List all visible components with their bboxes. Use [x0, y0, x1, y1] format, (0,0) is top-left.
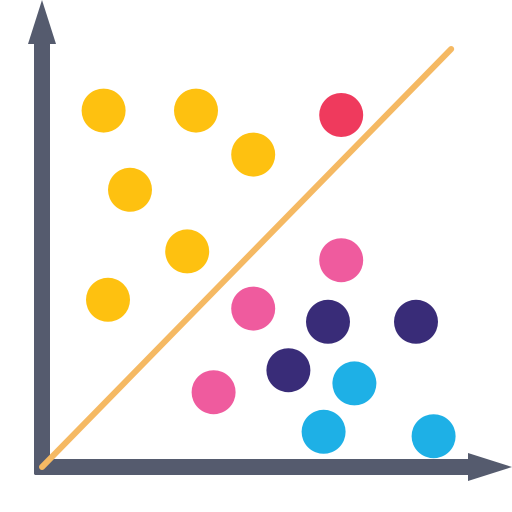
scatter-point-s2-0 [319, 238, 364, 283]
scatter-point-s0-5 [86, 277, 130, 322]
scatter-point-s2-1 [231, 286, 276, 331]
scatter-point-s0-4 [165, 229, 210, 274]
y-axis-arrow-icon [28, 0, 56, 44]
scatter-point-s0-1 [174, 88, 218, 133]
scatter-point-s3-0 [306, 299, 350, 344]
scatter-point-s1-0 [319, 93, 364, 137]
scatter-point-s4-2 [411, 414, 456, 459]
scatter-point-s2-2 [191, 370, 236, 415]
y-axis-line [34, 24, 50, 475]
scatter-point-s0-3 [108, 167, 152, 212]
scatter-point-s4-1 [301, 409, 346, 454]
axes [28, 0, 512, 481]
trend-line [39, 46, 455, 470]
points-layer [81, 88, 456, 459]
x-axis-line [34, 459, 480, 475]
trend-line-layer [39, 46, 455, 470]
scatter-point-s3-1 [394, 299, 438, 344]
scatter-point-s0-2 [231, 132, 276, 177]
x-axis-arrow-icon [468, 453, 512, 481]
scatter-point-s0-0 [81, 88, 126, 133]
scatter-point-s4-0 [332, 361, 377, 406]
scatter-point-s3-2 [266, 348, 311, 393]
